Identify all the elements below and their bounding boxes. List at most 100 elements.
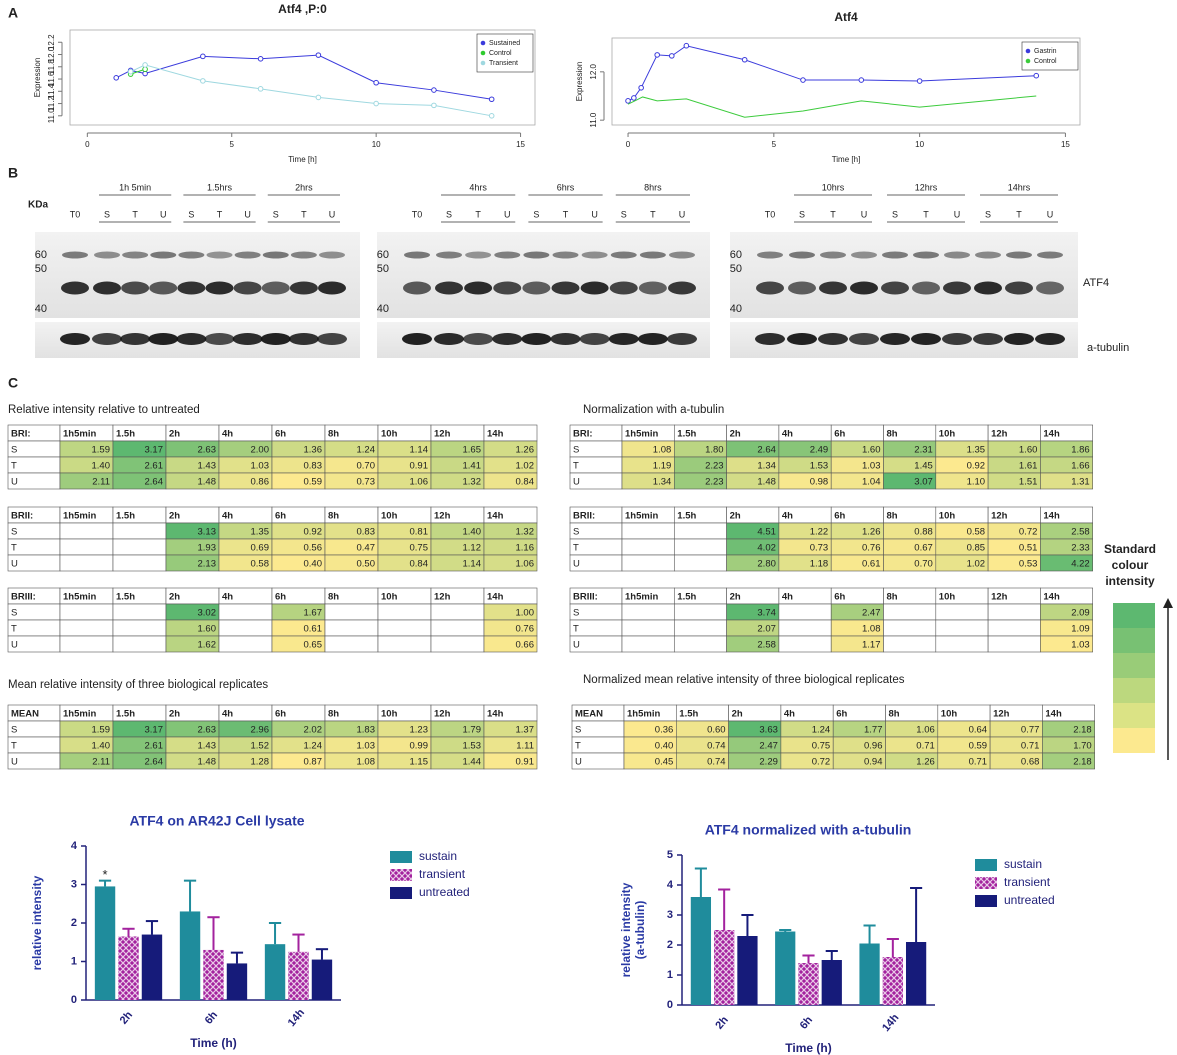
cell-value: 0.36 <box>655 725 674 736</box>
chart-title: Atf4 ,P:0 <box>278 2 327 16</box>
header-text: 8h <box>328 592 339 603</box>
header-text: BRII: <box>573 511 595 522</box>
lane-label: S <box>892 209 898 219</box>
table-cell <box>219 620 272 636</box>
band-60kda <box>178 252 204 259</box>
table-cell <box>219 636 272 652</box>
cell-value: 2.09 <box>1071 608 1090 619</box>
table-cell <box>431 620 484 636</box>
header-text: BRI: <box>11 429 31 440</box>
cell-value: 1.77 <box>864 725 883 736</box>
header-text: 4h <box>222 511 233 522</box>
band-tubulin <box>148 333 178 345</box>
mw-marker: 60 <box>35 249 47 261</box>
band-60kda <box>611 252 637 259</box>
band-atf4 <box>435 282 463 295</box>
cell-value: 1.36 <box>304 445 323 456</box>
cell-value: 2.58 <box>757 640 776 651</box>
cell-value: 0.67 <box>914 543 933 554</box>
header-text: 6h <box>836 709 847 720</box>
cell-value: 1.08 <box>357 757 376 768</box>
band-tubulin <box>1035 333 1065 345</box>
time-group-label: 4hrs <box>469 182 487 192</box>
header-text: 8h <box>328 429 339 440</box>
data-point <box>114 76 119 81</box>
header-text: 4h <box>222 592 233 603</box>
cell-value: 1.45 <box>914 461 933 472</box>
x-tick-label: 5 <box>772 140 777 149</box>
band-atf4 <box>464 282 492 295</box>
cell-value: 2.63 <box>198 445 217 456</box>
cell-value: 2.23 <box>705 461 724 472</box>
row-label: U <box>573 477 580 488</box>
cell-value: 0.59 <box>304 477 323 488</box>
y-tick-label: 12.2 <box>47 34 56 50</box>
band-60kda <box>789 252 815 259</box>
table-cell <box>779 604 831 620</box>
cell-value: 0.59 <box>969 741 988 752</box>
bar <box>312 960 332 1000</box>
band-atf4 <box>403 282 431 295</box>
data-point <box>742 57 747 62</box>
bar-hatch <box>118 936 138 1000</box>
bar-hatch <box>288 952 308 1000</box>
header-text: 8h <box>328 511 339 522</box>
legend-marker <box>481 61 486 66</box>
lane-label: S <box>273 209 279 219</box>
lane-label: U <box>329 209 336 219</box>
cell-value: 1.31 <box>1071 477 1090 488</box>
cell-value: 3.63 <box>759 725 778 736</box>
legend-marker <box>481 41 486 46</box>
band-atf4 <box>493 282 521 295</box>
table-cell <box>113 539 166 555</box>
band-60kda <box>207 252 233 259</box>
cell-value: 0.83 <box>357 527 376 538</box>
cell-value: 0.50 <box>357 559 376 570</box>
cell-value: 1.02 <box>967 559 986 570</box>
cell-value: 1.15 <box>410 757 429 768</box>
cell-value: 1.22 <box>810 527 829 538</box>
y-tick-label: 0 <box>667 999 673 1011</box>
lane-label: S <box>104 209 110 219</box>
data-point <box>1034 73 1039 78</box>
x-tick-label: 6h <box>203 1009 221 1027</box>
header-text: 1h5min <box>625 429 658 440</box>
header-text: 12h <box>434 429 451 440</box>
table-cell <box>674 523 726 539</box>
data-point <box>316 53 321 58</box>
y-axis-label: relative intensity <box>619 882 633 977</box>
y-axis-label: Expression <box>33 58 42 98</box>
cell-value: 0.74 <box>707 741 726 752</box>
cell-value: 0.73 <box>357 477 376 488</box>
cell-value: 1.26 <box>862 527 881 538</box>
band-tubulin <box>849 333 879 345</box>
legend-label: transient <box>1004 875 1051 889</box>
header-text: 1.5h <box>116 592 135 603</box>
lane-label: S <box>188 209 194 219</box>
cell-value: 0.61 <box>304 624 323 635</box>
table-cell <box>988 620 1040 636</box>
cell-value: 0.73 <box>810 543 829 554</box>
cell-value: 0.83 <box>304 461 323 472</box>
header-text: 10h <box>381 709 398 720</box>
kda-label: KDa <box>28 200 48 211</box>
row-label: U <box>11 559 18 570</box>
data-point <box>639 85 644 90</box>
table-cell <box>884 604 936 620</box>
cell-value: 2.61 <box>145 741 164 752</box>
cell-value: 3.17 <box>145 445 164 456</box>
bar <box>822 960 842 1005</box>
data-point <box>432 88 437 93</box>
cell-value: 4.22 <box>1071 559 1090 570</box>
header-text: 6h <box>275 709 286 720</box>
cell-value: 0.84 <box>516 477 535 488</box>
scale-title: colour <box>1112 558 1149 572</box>
header-text: 12h <box>434 709 451 720</box>
band-tubulin <box>92 333 122 345</box>
cell-value: 1.43 <box>198 461 217 472</box>
bar <box>265 944 285 1000</box>
table-cell <box>936 604 988 620</box>
legend-label: Gastrin <box>1034 48 1057 55</box>
time-group-label: 14hrs <box>1008 182 1031 192</box>
cell-value: 0.86 <box>251 477 270 488</box>
